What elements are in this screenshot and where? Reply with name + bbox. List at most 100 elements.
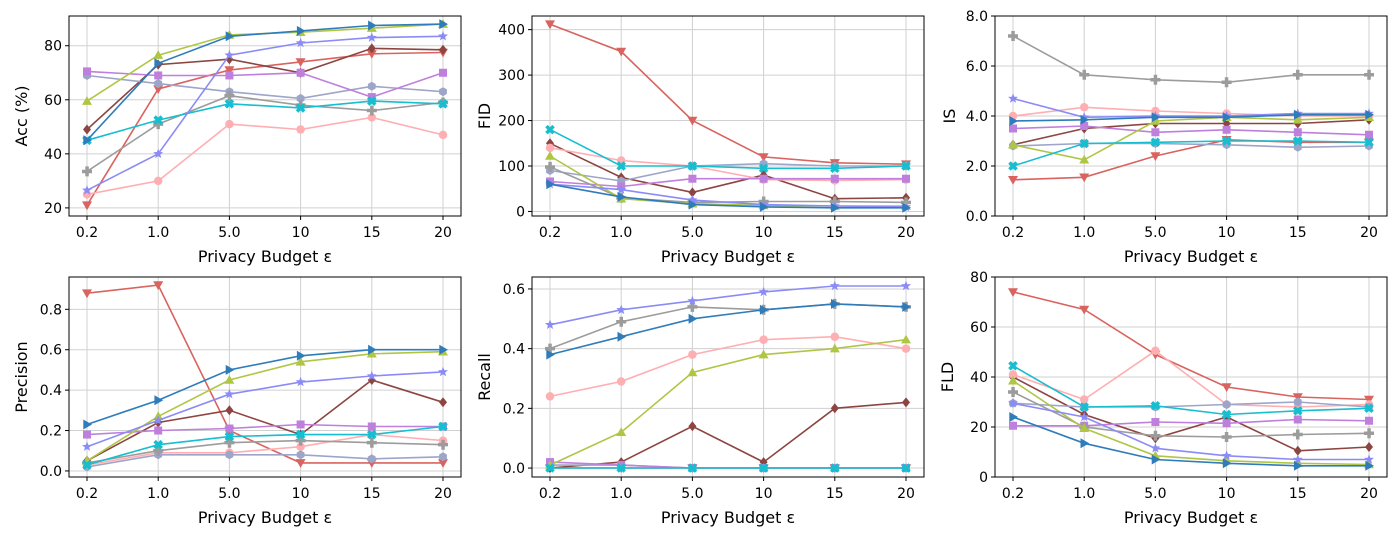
series-8 <box>1008 361 1374 420</box>
data-point <box>1079 395 1089 404</box>
x-tick-label: 10 <box>292 225 310 241</box>
data-point <box>82 441 92 451</box>
data-point <box>366 437 377 448</box>
y-tick-label: 40 <box>44 147 62 163</box>
series-line <box>1012 291 1370 401</box>
y-tick-label: 400 <box>498 23 525 39</box>
data-point <box>439 68 447 77</box>
data-point <box>545 392 555 401</box>
series-line <box>1012 138 1369 181</box>
series-line <box>86 371 444 448</box>
series-line <box>86 100 444 142</box>
x-tick-label: 5.0 <box>1144 225 1166 241</box>
data-point <box>296 350 306 361</box>
x-axis-label: Privacy Budget ε <box>661 508 795 527</box>
panel-bottom-left: 0.2 1.0 5.0 10 15 20 0.0 0.2 0.4 0.6 0.8 Privacy Bu… <box>12 276 462 527</box>
y-axis-label: FID <box>475 103 494 129</box>
series-3 <box>82 113 448 199</box>
data-point <box>1079 402 1089 412</box>
series-5 <box>83 67 447 102</box>
data-point <box>902 202 911 213</box>
data-point <box>545 124 555 135</box>
data-point <box>687 463 698 473</box>
series-10 <box>1009 412 1374 471</box>
data-point <box>1079 173 1090 183</box>
y-tick-label: 0 <box>516 204 525 220</box>
data-point <box>295 435 306 446</box>
series-line <box>86 379 444 462</box>
data-point <box>366 50 377 59</box>
series-line <box>86 51 444 206</box>
series-line <box>549 23 907 165</box>
data-point <box>1294 109 1303 120</box>
data-point <box>1150 137 1161 147</box>
series-line <box>549 147 907 182</box>
data-point <box>295 429 306 440</box>
series-line <box>86 94 444 173</box>
data-point <box>1292 454 1303 464</box>
series-line <box>1012 97 1369 119</box>
data-point <box>1293 415 1302 424</box>
y-tick-label: 0.0 <box>503 461 525 477</box>
data-point <box>439 87 447 97</box>
data-point <box>1150 443 1161 453</box>
data-point <box>1080 114 1090 125</box>
data-point <box>616 427 627 436</box>
series-line <box>549 128 907 170</box>
data-point <box>1222 458 1232 469</box>
data-point <box>1009 124 1017 133</box>
data-point <box>224 49 235 60</box>
data-point <box>224 99 235 109</box>
y-tick-label: 200 <box>498 114 525 130</box>
data-point <box>831 298 840 309</box>
data-point <box>295 58 306 67</box>
series-6 <box>82 90 448 177</box>
data-point <box>545 319 555 329</box>
data-point <box>1293 128 1302 137</box>
data-point <box>367 96 377 106</box>
series-line <box>1012 380 1370 466</box>
data-point <box>616 47 627 57</box>
data-point <box>438 130 448 140</box>
series-line <box>1012 142 1370 149</box>
data-point <box>1365 416 1373 425</box>
data-point <box>1079 154 1090 164</box>
series-line <box>86 116 444 196</box>
series-1 <box>82 48 448 211</box>
x-tick-label: 20 <box>1360 225 1378 241</box>
data-point <box>1293 397 1302 407</box>
data-point <box>616 377 626 386</box>
x-tick-label: 1.0 <box>1073 225 1095 241</box>
data-point <box>759 174 768 183</box>
series-line <box>86 423 443 436</box>
x-tick-label: 1.0 <box>147 486 169 502</box>
data-point <box>1364 69 1374 80</box>
data-point <box>1008 176 1018 185</box>
y-tick-label: 4.0 <box>966 109 988 125</box>
series-line <box>549 177 906 188</box>
x-tick-label: 20 <box>1360 486 1378 502</box>
data-point <box>224 375 235 384</box>
x-tick-label: 0.2 <box>1002 225 1024 241</box>
series-8 <box>545 124 911 173</box>
y-tick-label: 0.2 <box>503 401 525 417</box>
data-point <box>830 463 840 473</box>
series-line <box>1012 116 1370 161</box>
x-tick-label: 5.0 <box>218 486 240 502</box>
data-point <box>367 429 377 440</box>
axes-frame <box>531 15 925 217</box>
y-tick-label: 40 <box>970 370 988 386</box>
series-line <box>1013 418 1370 427</box>
series-line <box>86 70 444 98</box>
data-point <box>1079 69 1090 80</box>
series-8 <box>1008 136 1374 171</box>
data-point <box>759 201 769 212</box>
data-point <box>368 344 377 355</box>
series-line <box>86 453 444 468</box>
data-point <box>295 103 306 113</box>
data-point <box>829 280 840 291</box>
data-point <box>154 395 164 406</box>
data-point <box>296 420 305 429</box>
data-point <box>153 148 164 159</box>
